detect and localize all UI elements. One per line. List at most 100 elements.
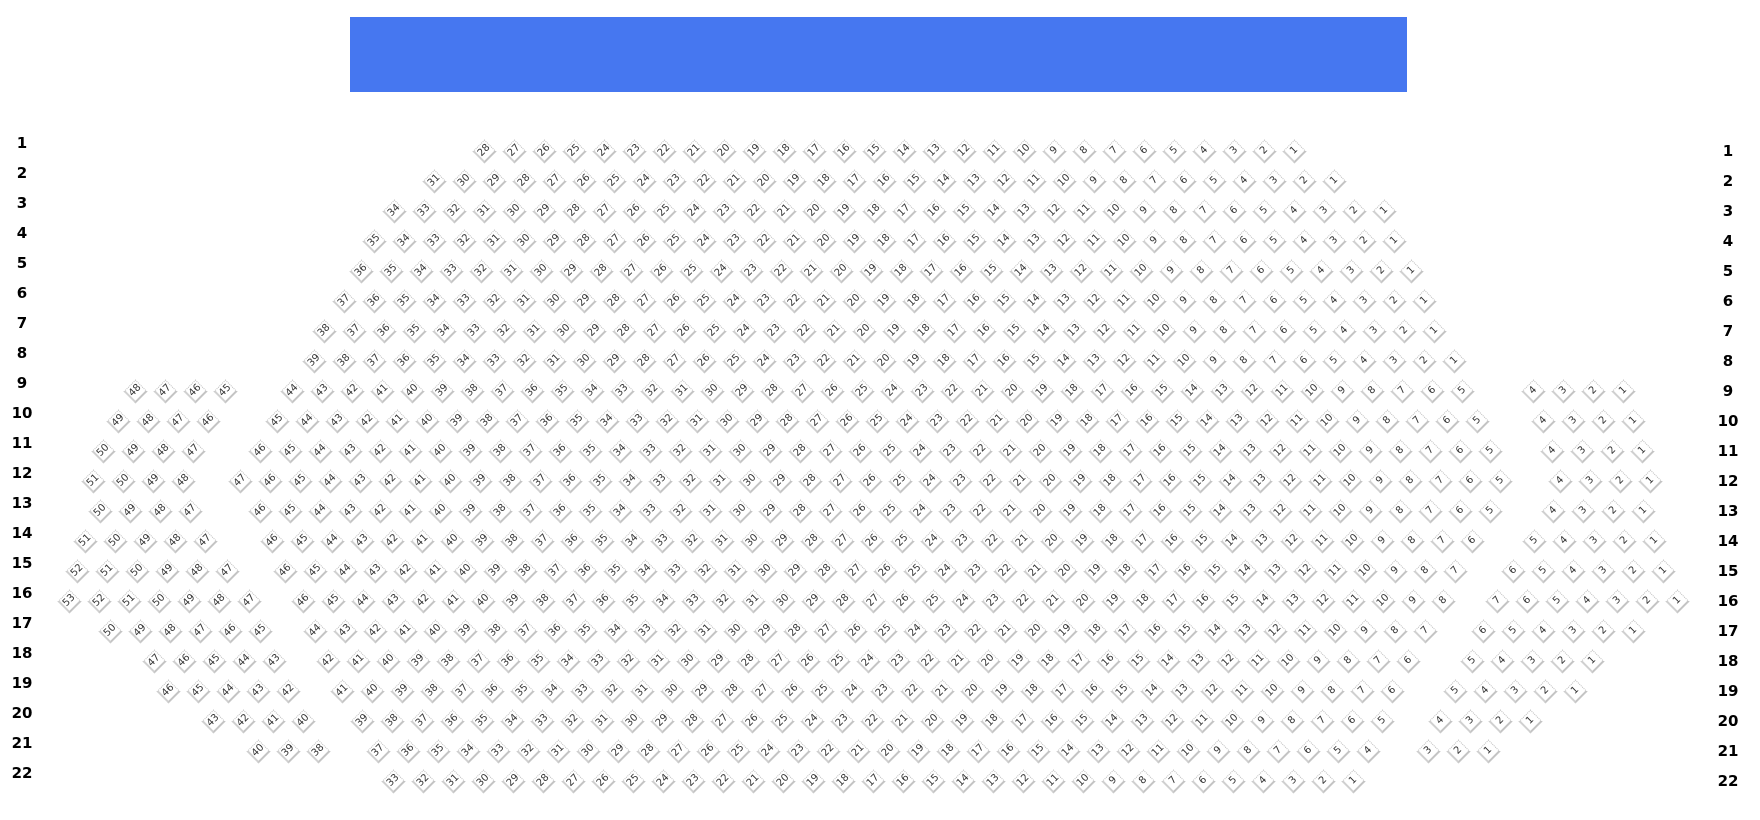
- seat-center-row-3-10[interactable]: 10: [1102, 199, 1127, 224]
- seat-center-row-16-20[interactable]: 20: [1071, 589, 1096, 614]
- seat-center-row-22-25[interactable]: 25: [621, 769, 646, 794]
- seat-center-row-20-5[interactable]: 5: [1370, 709, 1395, 734]
- seat-center-row-3-6[interactable]: 6: [1222, 199, 1247, 224]
- seat-center-row-21-34[interactable]: 34: [456, 739, 481, 764]
- seat-center-row-16-13[interactable]: 13: [1281, 589, 1306, 614]
- seat-center-row-20-20[interactable]: 20: [920, 709, 945, 734]
- seat-center-row-11-9[interactable]: 9: [1358, 439, 1383, 464]
- seat-center-row-14-21[interactable]: 21: [1010, 529, 1035, 554]
- seat-center-row-2-8[interactable]: 8: [1112, 169, 1137, 194]
- seat-center-row-20-9[interactable]: 9: [1250, 709, 1275, 734]
- seat-center-row-19-35[interactable]: 35: [510, 679, 535, 704]
- seat-center-row-5-1[interactable]: 1: [1399, 259, 1424, 284]
- seat-center-row-19-26[interactable]: 26: [780, 679, 805, 704]
- seat-center-row-16-23[interactable]: 23: [981, 589, 1006, 614]
- seat-center-row-6-36[interactable]: 36: [362, 289, 387, 314]
- seat-center-row-5-13[interactable]: 13: [1039, 259, 1064, 284]
- seat-center-row-10-34[interactable]: 34: [595, 409, 620, 434]
- seat-center-row-7-8[interactable]: 8: [1212, 319, 1237, 344]
- seat-center-row-15-22[interactable]: 22: [993, 559, 1018, 584]
- seat-right-row-17-2[interactable]: 2: [1591, 619, 1616, 644]
- seat-center-row-14-18[interactable]: 18: [1100, 529, 1125, 554]
- seat-center-row-12-38[interactable]: 38: [498, 469, 523, 494]
- seat-right-row-11-1[interactable]: 1: [1630, 439, 1655, 464]
- seat-center-row-21-30[interactable]: 30: [576, 739, 601, 764]
- seat-center-row-1-23[interactable]: 23: [622, 139, 647, 164]
- seat-right-row-16-6[interactable]: 6: [1515, 589, 1540, 614]
- seat-center-row-15-7[interactable]: 7: [1443, 559, 1468, 584]
- seat-center-row-11-5[interactable]: 5: [1478, 439, 1503, 464]
- seat-left-row-21-39[interactable]: 39: [276, 739, 301, 764]
- seat-center-row-16-46[interactable]: 46: [291, 589, 316, 614]
- seat-center-row-20-29[interactable]: 29: [650, 709, 675, 734]
- seat-center-row-20-24[interactable]: 24: [800, 709, 825, 734]
- seat-center-row-10-29[interactable]: 29: [745, 409, 770, 434]
- seat-center-row-9-44[interactable]: 44: [280, 379, 305, 404]
- seat-center-row-10-17[interactable]: 17: [1105, 409, 1130, 434]
- seat-center-row-4-22[interactable]: 22: [752, 229, 777, 254]
- seat-center-row-12-26[interactable]: 26: [858, 469, 883, 494]
- seat-center-row-19-25[interactable]: 25: [810, 679, 835, 704]
- seat-center-row-21-27[interactable]: 27: [666, 739, 691, 764]
- seat-center-row-2-17[interactable]: 17: [842, 169, 867, 194]
- seat-center-row-10-22[interactable]: 22: [955, 409, 980, 434]
- seat-center-row-1-25[interactable]: 25: [562, 139, 587, 164]
- seat-center-row-12-10[interactable]: 10: [1338, 469, 1363, 494]
- seat-center-row-16-14[interactable]: 14: [1251, 589, 1276, 614]
- seat-center-row-2-6[interactable]: 6: [1172, 169, 1197, 194]
- seat-center-row-6-11[interactable]: 11: [1112, 289, 1137, 314]
- seat-center-row-10-25[interactable]: 25: [865, 409, 890, 434]
- seat-center-row-20-15[interactable]: 15: [1070, 709, 1095, 734]
- seat-center-row-5-33[interactable]: 33: [439, 259, 464, 284]
- seat-center-row-20-11[interactable]: 11: [1190, 709, 1215, 734]
- seat-center-row-16-31[interactable]: 31: [741, 589, 766, 614]
- seat-left-row-13-48[interactable]: 48: [148, 499, 173, 524]
- seat-center-row-1-28[interactable]: 28: [472, 139, 497, 164]
- seat-center-row-17-19[interactable]: 19: [1053, 619, 1078, 644]
- seat-center-row-18-38[interactable]: 38: [436, 649, 461, 674]
- seat-center-row-11-46[interactable]: 46: [248, 439, 273, 464]
- seat-center-row-4-32[interactable]: 32: [452, 229, 477, 254]
- seat-center-row-22-7[interactable]: 7: [1161, 769, 1186, 794]
- seat-center-row-10-14[interactable]: 14: [1195, 409, 1220, 434]
- seat-center-row-13-30[interactable]: 30: [728, 499, 753, 524]
- seat-center-row-20-35[interactable]: 35: [470, 709, 495, 734]
- seat-center-row-6-8[interactable]: 8: [1202, 289, 1227, 314]
- seat-left-row-20-42[interactable]: 42: [231, 709, 256, 734]
- seat-center-row-7-31[interactable]: 31: [522, 319, 547, 344]
- seat-center-row-2-15[interactable]: 15: [902, 169, 927, 194]
- seat-center-row-20-23[interactable]: 23: [830, 709, 855, 734]
- seat-center-row-17-20[interactable]: 20: [1023, 619, 1048, 644]
- seat-center-row-3-26[interactable]: 26: [622, 199, 647, 224]
- seat-right-row-13-1[interactable]: 1: [1631, 499, 1656, 524]
- seat-center-row-11-14[interactable]: 14: [1208, 439, 1233, 464]
- seat-center-row-11-24[interactable]: 24: [908, 439, 933, 464]
- seat-center-row-10-7[interactable]: 7: [1405, 409, 1430, 434]
- seat-left-row-18-45[interactable]: 45: [202, 649, 227, 674]
- seat-left-row-15-50[interactable]: 50: [125, 559, 150, 584]
- seat-center-row-6-3[interactable]: 3: [1352, 289, 1377, 314]
- seat-center-row-8-4[interactable]: 4: [1352, 349, 1377, 374]
- seat-left-row-19-43[interactable]: 43: [246, 679, 271, 704]
- seat-center-row-4-8[interactable]: 8: [1172, 229, 1197, 254]
- seat-right-row-19-4[interactable]: 4: [1473, 679, 1498, 704]
- seat-center-row-12-34[interactable]: 34: [618, 469, 643, 494]
- seat-center-row-21-18[interactable]: 18: [936, 739, 961, 764]
- seat-center-row-8-20[interactable]: 20: [872, 349, 897, 374]
- seat-center-row-4-17[interactable]: 17: [902, 229, 927, 254]
- seat-center-row-3-14[interactable]: 14: [982, 199, 1007, 224]
- seat-center-row-13-13[interactable]: 13: [1238, 499, 1263, 524]
- seat-center-row-21-11[interactable]: 11: [1146, 739, 1171, 764]
- seat-center-row-20-31[interactable]: 31: [590, 709, 615, 734]
- seat-center-row-18-37[interactable]: 37: [466, 649, 491, 674]
- seat-center-row-16-19[interactable]: 19: [1101, 589, 1126, 614]
- seat-center-row-12-12[interactable]: 12: [1278, 469, 1303, 494]
- seat-left-row-15-52[interactable]: 52: [65, 559, 90, 584]
- seat-center-row-16-38[interactable]: 38: [531, 589, 556, 614]
- seat-center-row-6-22[interactable]: 22: [782, 289, 807, 314]
- seat-center-row-18-17[interactable]: 17: [1066, 649, 1091, 674]
- seat-center-row-17-26[interactable]: 26: [843, 619, 868, 644]
- seat-center-row-18-22[interactable]: 22: [916, 649, 941, 674]
- seat-center-row-2-19[interactable]: 19: [782, 169, 807, 194]
- seat-center-row-13-14[interactable]: 14: [1208, 499, 1233, 524]
